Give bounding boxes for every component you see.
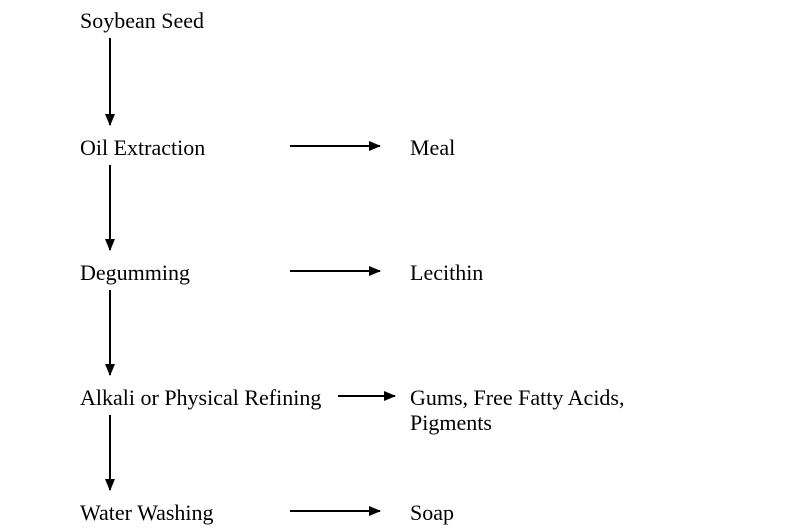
flowchart-canvas: Soybean Seed Oil Extraction Degumming Al… [0, 0, 809, 528]
node-soap: Soap [410, 500, 454, 526]
node-degumming: Degumming [80, 260, 190, 286]
node-gums-line2: Pigments [410, 410, 492, 436]
node-gums-line1: Gums, Free Fatty Acids, [410, 385, 625, 411]
node-meal: Meal [410, 135, 455, 161]
node-oil-extraction: Oil Extraction [80, 135, 205, 161]
node-water-washing: Water Washing [80, 500, 214, 526]
node-soybean-seed: Soybean Seed [80, 8, 204, 34]
node-lecithin: Lecithin [410, 260, 483, 286]
node-refining: Alkali or Physical Refining [80, 385, 321, 411]
